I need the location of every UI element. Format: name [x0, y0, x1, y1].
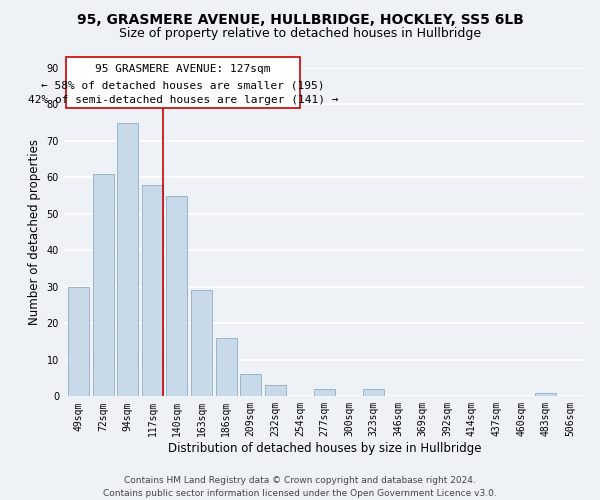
Text: ← 58% of detached houses are smaller (195): ← 58% of detached houses are smaller (19…	[41, 80, 325, 90]
Bar	[363, 389, 384, 396]
Text: 42% of semi-detached houses are larger (141) →: 42% of semi-detached houses are larger (…	[28, 95, 338, 105]
Bar	[93, 174, 113, 396]
Bar	[215, 338, 236, 396]
Text: 95, GRASMERE AVENUE, HULLBRIDGE, HOCKLEY, SS5 6LB: 95, GRASMERE AVENUE, HULLBRIDGE, HOCKLEY…	[77, 12, 523, 26]
FancyBboxPatch shape	[67, 57, 300, 108]
Bar	[142, 184, 163, 396]
Bar	[240, 374, 261, 396]
Text: Size of property relative to detached houses in Hullbridge: Size of property relative to detached ho…	[119, 28, 481, 40]
Bar	[535, 392, 556, 396]
Bar	[265, 386, 286, 396]
X-axis label: Distribution of detached houses by size in Hullbridge: Distribution of detached houses by size …	[167, 442, 481, 455]
Y-axis label: Number of detached properties: Number of detached properties	[28, 139, 41, 325]
Bar	[68, 287, 89, 397]
Text: Contains HM Land Registry data © Crown copyright and database right 2024.
Contai: Contains HM Land Registry data © Crown c…	[103, 476, 497, 498]
Bar	[118, 122, 138, 396]
Bar	[191, 290, 212, 397]
Bar	[166, 196, 187, 396]
Text: 95 GRASMERE AVENUE: 127sqm: 95 GRASMERE AVENUE: 127sqm	[95, 64, 271, 74]
Bar	[314, 389, 335, 396]
